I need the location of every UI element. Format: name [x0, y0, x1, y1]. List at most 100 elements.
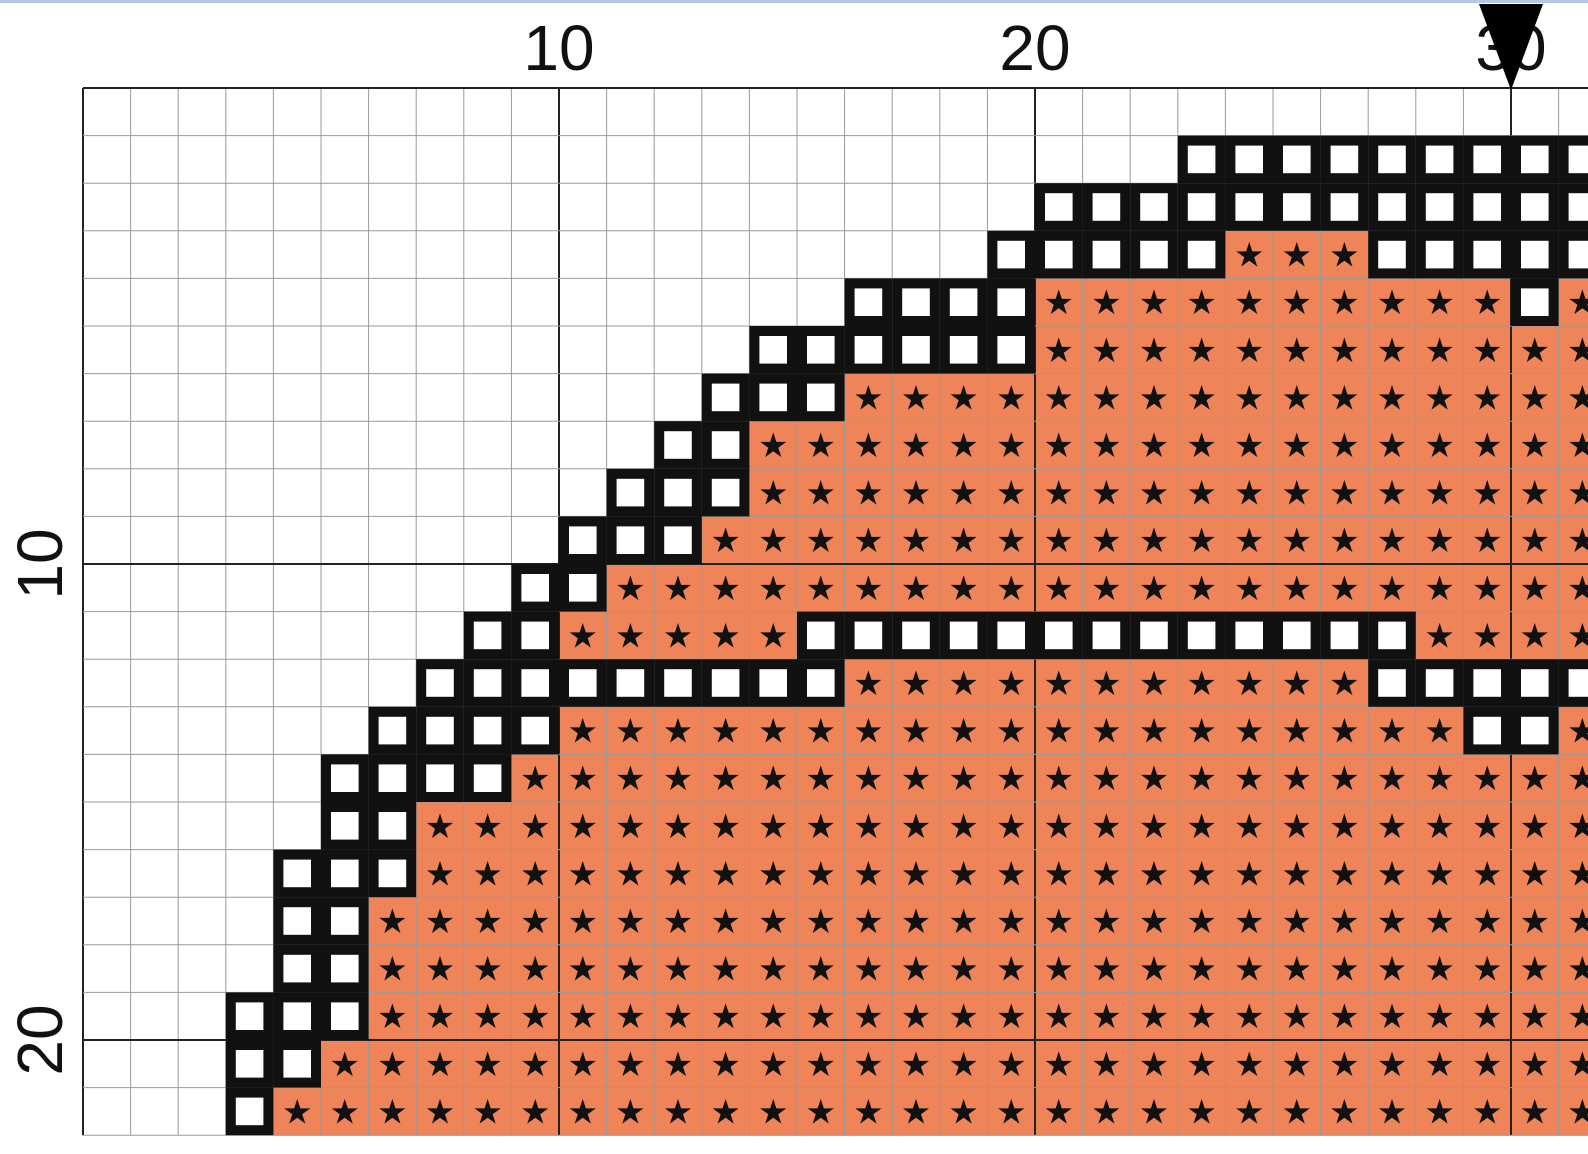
- outline-cell-inner: [997, 288, 1025, 316]
- stitch-cell-fill: [463, 849, 512, 898]
- outline-cell-inner: [521, 574, 549, 602]
- stitch-symbol-star: ★: [1472, 570, 1502, 608]
- stitch-cell-fill: [987, 992, 1036, 1041]
- stitch-symbol-star: ★: [1329, 570, 1359, 608]
- stitch-symbol-star: ★: [1282, 237, 1312, 275]
- outline-cell-inner: [331, 907, 359, 935]
- stitch-symbol-star: ★: [948, 808, 978, 846]
- stitch-symbol-star: ★: [853, 998, 883, 1036]
- stitch-symbol-star: ★: [1520, 617, 1550, 655]
- stitch-cell-fill: [1082, 706, 1131, 755]
- stitch-symbol-star: ★: [1567, 570, 1588, 608]
- stitch-symbol-star: ★: [996, 1046, 1026, 1084]
- outline-cell-inner: [1473, 669, 1501, 697]
- stitch-cell-fill: [559, 1087, 608, 1136]
- stitch-symbol-star: ★: [1472, 1046, 1502, 1084]
- stitch-symbol-star: ★: [1186, 713, 1216, 751]
- stitch-cell-fill: [797, 802, 846, 851]
- stitch-symbol-star: ★: [1520, 332, 1550, 370]
- stitch-symbol-star: ★: [1139, 998, 1169, 1036]
- stitch-symbol-star: ★: [758, 427, 788, 465]
- stitch-symbol-star: ★: [1472, 998, 1502, 1036]
- stitch-symbol-star: ★: [1186, 1093, 1216, 1131]
- stitch-cell-fill: [1177, 802, 1226, 851]
- stitch-cell-fill: [701, 564, 750, 613]
- stitch-cell-fill: [1225, 373, 1274, 422]
- stitch-cell-fill: [892, 659, 941, 708]
- stitch-symbol-star: ★: [1520, 951, 1550, 989]
- stitch-symbol-star: ★: [663, 951, 693, 989]
- stitch-cell-fill: [1511, 802, 1560, 851]
- stitch-cell-fill: [1415, 706, 1464, 755]
- outline-cell-inner: [664, 478, 692, 507]
- stitch-symbol-star: ★: [520, 760, 550, 798]
- outline-cell-inner: [1568, 145, 1588, 174]
- stitch-cell-fill: [987, 373, 1036, 422]
- stitch-symbol-star: ★: [1377, 475, 1407, 513]
- outline-cell-inner: [1521, 288, 1549, 316]
- stitch-symbol-star: ★: [996, 998, 1026, 1036]
- stitch-symbol-star: ★: [948, 713, 978, 751]
- stitch-cell-fill: [559, 754, 608, 803]
- outline-cell-inner: [807, 621, 835, 650]
- stitch-symbol-star: ★: [1186, 522, 1216, 560]
- stitch-cell-fill: [368, 1087, 417, 1136]
- stitch-symbol-star: ★: [1091, 951, 1121, 989]
- stitch-symbol-star: ★: [1234, 1046, 1264, 1084]
- y-axis-label: 10: [4, 528, 76, 599]
- stitch-cell-fill: [606, 706, 655, 755]
- stitch-cell-fill: [844, 849, 893, 898]
- stitch-cell-fill: [368, 1040, 417, 1089]
- outline-cell-inner: [1425, 145, 1454, 174]
- stitch-symbol-star: ★: [806, 808, 836, 846]
- stitch-symbol-star: ★: [1186, 427, 1216, 465]
- stitch-cell-fill: [892, 849, 941, 898]
- stitch-symbol-star: ★: [1472, 617, 1502, 655]
- stitch-symbol-star: ★: [663, 1093, 693, 1131]
- stitch-cell-fill: [749, 849, 798, 898]
- stitch-cell-fill: [1558, 516, 1588, 565]
- stitch-cell-fill: [1463, 373, 1512, 422]
- stitch-cell-fill: [1273, 659, 1322, 708]
- stitch-cell-fill: [654, 564, 703, 613]
- stitch-cell-fill: [559, 802, 608, 851]
- stitch-symbol-star: ★: [1567, 1046, 1588, 1084]
- outline-cell-inner: [902, 288, 930, 316]
- stitch-cell-fill: [987, 1087, 1036, 1136]
- stitch-symbol-star: ★: [1234, 379, 1264, 417]
- outline-cell-inner: [854, 621, 883, 650]
- stitch-cell-fill: [1320, 706, 1369, 755]
- stitch-symbol-star: ★: [1282, 522, 1312, 560]
- stitch-symbol-star: ★: [806, 522, 836, 560]
- stitch-symbol-star: ★: [1520, 379, 1550, 417]
- stitch-symbol-star: ★: [1567, 903, 1588, 941]
- stitch-symbol-star: ★: [1329, 808, 1359, 846]
- stitch-cell-fill: [1225, 1040, 1274, 1089]
- stitch-symbol-star: ★: [1329, 713, 1359, 751]
- stitch-cell-fill: [1368, 1040, 1417, 1089]
- outline-cell-inner: [807, 669, 835, 697]
- stitch-cell-fill: [1273, 421, 1322, 470]
- stitch-symbol-star: ★: [1520, 855, 1550, 893]
- stitch-symbol-star: ★: [710, 855, 740, 893]
- stitch-symbol-star: ★: [1377, 760, 1407, 798]
- stitch-symbol-star: ★: [1234, 475, 1264, 513]
- stitch-cell-fill: [1558, 468, 1588, 517]
- stitch-cell-fill: [1082, 564, 1131, 613]
- stitch-symbol-star: ★: [1234, 522, 1264, 560]
- stitch-cell-fill: [844, 897, 893, 946]
- stitch-cell-fill: [1273, 754, 1322, 803]
- stitch-cell-fill: [1320, 278, 1369, 327]
- stitch-cell-fill: [939, 944, 988, 993]
- stitch-symbol-star: ★: [1186, 665, 1216, 703]
- stitch-cell-fill: [892, 706, 941, 755]
- stitch-symbol-star: ★: [758, 475, 788, 513]
- stitch-cell-fill: [1415, 802, 1464, 851]
- stitch-symbol-star: ★: [472, 1093, 502, 1131]
- stitch-symbol-star: ★: [1377, 951, 1407, 989]
- outline-cell-inner: [331, 1002, 359, 1030]
- stitch-symbol-star: ★: [1091, 379, 1121, 417]
- stitch-symbol-star: ★: [1234, 570, 1264, 608]
- stitch-cell-fill: [606, 897, 655, 946]
- stitch-cell-fill: [749, 992, 798, 1041]
